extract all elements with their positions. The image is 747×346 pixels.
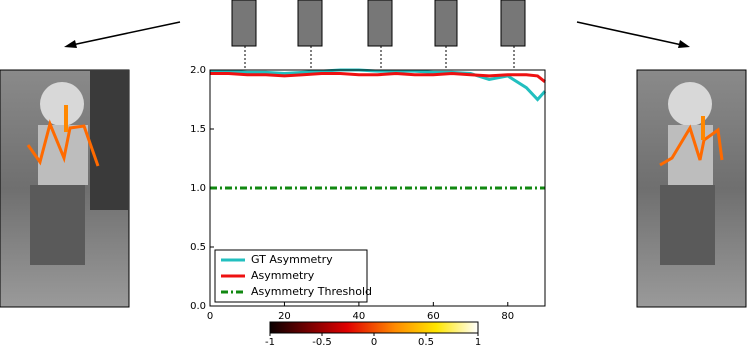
thumbnail-links bbox=[244, 46, 515, 70]
right-photo bbox=[636, 69, 747, 308]
colorbar bbox=[269, 321, 479, 334]
legend-label: GT Asymmetry bbox=[251, 253, 333, 266]
y-tick-label: 1.0 bbox=[190, 183, 206, 194]
y-tick-label: 2.0 bbox=[190, 65, 206, 76]
colorbar-ticks: -1 -0.5 0 0.5 1 bbox=[265, 333, 481, 346]
left-photo bbox=[0, 69, 130, 308]
x-tick-label: 60 bbox=[427, 311, 440, 322]
legend-label: Asymmetry Threshold bbox=[251, 285, 372, 298]
y-tick-label: 1.5 bbox=[190, 124, 206, 135]
colorbar-tick-label: -1 bbox=[265, 337, 275, 346]
colorbar-tick-label: 0.5 bbox=[418, 337, 434, 346]
series-line bbox=[210, 72, 546, 83]
x-tick-label: 40 bbox=[353, 311, 366, 322]
plot: 0.0 0.5 1.0 1.5 2.0 0 20 40 60 80 bbox=[190, 65, 547, 322]
x-tick-label: 20 bbox=[278, 311, 291, 322]
thumbnails bbox=[231, 0, 526, 47]
legend: GT Asymmetry Asymmetry Asymmetry Threshold bbox=[214, 249, 372, 303]
x-tick-label: 0 bbox=[207, 311, 213, 322]
plot-frame bbox=[209, 69, 546, 307]
colorbar-tick-label: 1 bbox=[475, 337, 481, 346]
legend-label: Asymmetry bbox=[251, 269, 315, 282]
colorbar-tick-label: -0.5 bbox=[312, 337, 332, 346]
arrows bbox=[64, 21, 690, 48]
colorbar-tick-label: 0 bbox=[371, 337, 377, 346]
y-tick-label: 0.0 bbox=[190, 301, 206, 312]
series-line bbox=[210, 68, 547, 102]
y-tick-label: 0.5 bbox=[190, 242, 206, 253]
x-tick-label: 80 bbox=[501, 311, 514, 322]
